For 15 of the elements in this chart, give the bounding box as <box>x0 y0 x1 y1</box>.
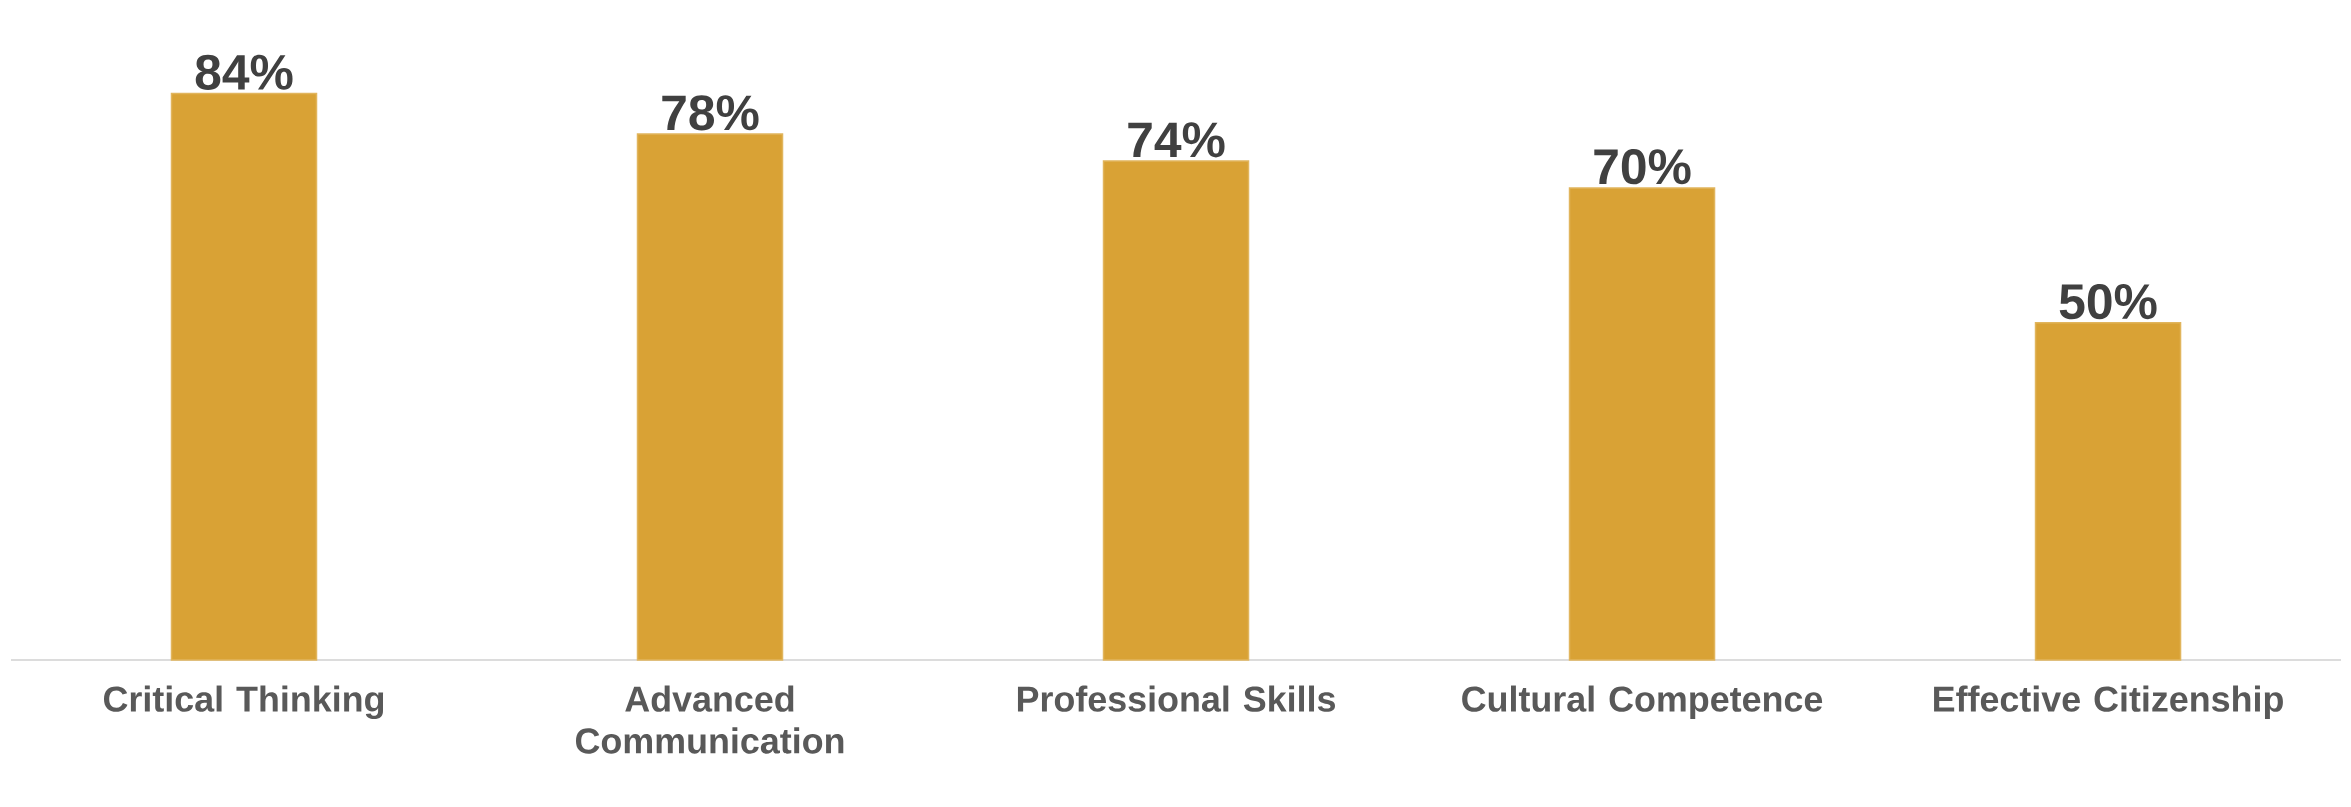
bar <box>170 92 318 661</box>
data-label: 74% <box>1128 122 1225 158</box>
x-tick-label: Advanced Communication <box>575 685 844 754</box>
x-tick-label: Professional Skills <box>1017 685 1336 712</box>
x-tick-label: Cultural Competence <box>1462 685 1823 719</box>
data-label: 78% <box>662 95 759 131</box>
data-label: 84% <box>195 54 293 90</box>
bar <box>1102 160 1250 661</box>
x-tick-label: Critical Thinking <box>103 685 384 720</box>
bar <box>2034 322 2182 661</box>
data-label: 70% <box>1594 149 1691 185</box>
data-label: 50% <box>2059 283 2157 320</box>
bar <box>1568 187 1716 661</box>
x-tick-label: Effective Citizenship <box>1934 685 2283 719</box>
bar <box>636 133 784 661</box>
